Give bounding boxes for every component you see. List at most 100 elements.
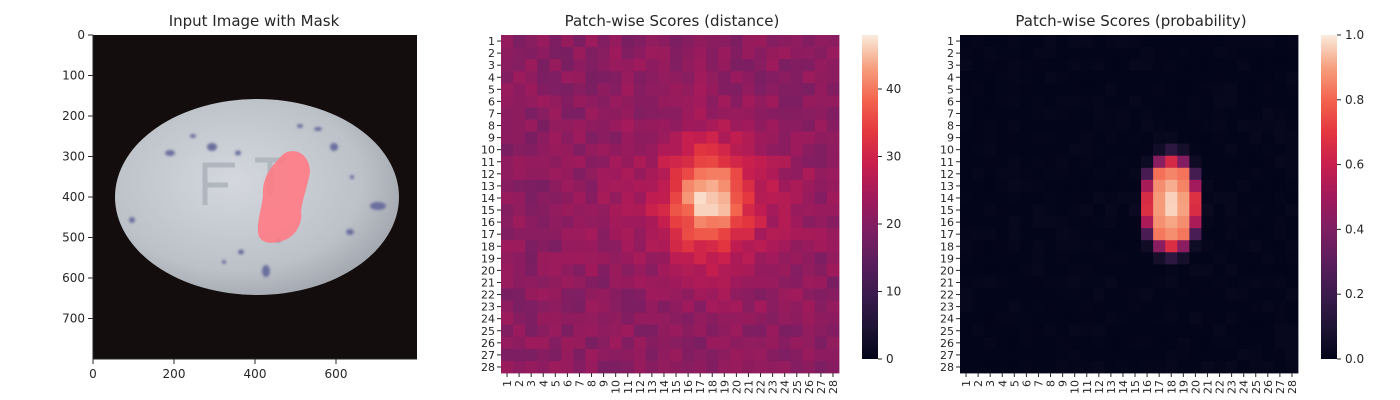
- heatmap-cell: [1056, 204, 1070, 217]
- heatmap-cell: [1273, 167, 1287, 181]
- heatmap-cell: [525, 288, 538, 301]
- heatmap-cell: [730, 360, 743, 374]
- heatmap-cell: [694, 35, 707, 48]
- heatmap-cell: [537, 59, 550, 72]
- heatmap-cell: [682, 300, 695, 314]
- colorbar-tick-label: 30: [886, 150, 901, 164]
- heatmap-cell: [1032, 179, 1045, 193]
- heatmap-cell: [1165, 252, 1178, 265]
- heatmap-cell: [1080, 216, 1094, 229]
- heatmap-cell: [561, 179, 574, 193]
- heatmap-cell: [633, 167, 647, 181]
- heatmap-cell: [501, 348, 514, 362]
- heatmap-cell: [621, 71, 635, 84]
- heatmap-cell: [1189, 276, 1202, 289]
- y-tick-label: 700: [62, 312, 85, 326]
- heatmap-cell: [1044, 107, 1057, 120]
- heatmap-cell: [501, 240, 514, 253]
- heatmap-cell: [790, 155, 804, 169]
- heatmap-cell: [960, 348, 973, 362]
- heatmap-cell: [561, 348, 574, 362]
- heatmap-cell: [766, 131, 780, 145]
- heatmap-cell: [766, 83, 780, 96]
- heatmap-cell: [645, 143, 659, 157]
- heatmap-cell: [1104, 179, 1118, 193]
- heatmap-cell: [597, 252, 611, 265]
- heatmap-cell: [682, 252, 695, 265]
- heatmap-cell: [1261, 71, 1275, 84]
- heatmap-cell: [754, 324, 767, 338]
- heatmap-cell: [1213, 167, 1226, 181]
- heatmap-cell: [1044, 95, 1057, 108]
- heatmap-cell: [706, 336, 719, 350]
- heatmap-cell: [1129, 228, 1142, 241]
- heatmap-cell: [814, 264, 828, 277]
- heatmap-cell: [645, 71, 659, 84]
- heatmap-cell: [790, 204, 804, 217]
- heatmap-cell: [742, 204, 755, 217]
- heatmap-cell: [633, 59, 647, 72]
- heatmap-cell: [754, 131, 767, 145]
- heatmap-cell: [1141, 107, 1154, 120]
- heatmap-cell: [984, 204, 997, 217]
- heatmap-cell: [1165, 264, 1178, 277]
- heatmap-cell: [754, 348, 767, 362]
- heatmap-cell: [573, 240, 586, 253]
- heatmap-cell: [826, 155, 840, 169]
- heatmap-cell: [1092, 143, 1106, 157]
- colorbar-tick-label: 0: [886, 352, 894, 366]
- heatmap-cell: [1056, 336, 1070, 350]
- heatmap-cell: [645, 59, 659, 72]
- heatmap-cell: [1032, 288, 1045, 301]
- heatmap-cell: [996, 95, 1009, 108]
- heatmap-cell: [609, 155, 623, 169]
- heatmap-cell: [1008, 107, 1021, 120]
- heatmap-cell: [1008, 204, 1021, 217]
- heatmap-cell: [585, 71, 598, 84]
- heatmap-cell: [1129, 191, 1142, 205]
- heatmap-cell: [597, 324, 611, 338]
- heatmap-cell: [1141, 360, 1154, 374]
- heatmap-cell: [996, 83, 1009, 96]
- heatmap-cell: [802, 95, 816, 108]
- heatmap-cell: [790, 348, 804, 362]
- x-tick-label: 27: [1274, 380, 1287, 394]
- heatmap-cell: [1201, 47, 1214, 60]
- heatmap-cell: [766, 59, 780, 72]
- heatmap-cell: [972, 47, 985, 60]
- heatmap-cell: [972, 276, 985, 289]
- heatmap-cell: [1116, 312, 1130, 326]
- x-tick-label: 19: [718, 380, 731, 394]
- heatmap-cell: [1068, 288, 1082, 301]
- heatmap-cell: [1201, 119, 1214, 132]
- heatmap-cell: [1237, 131, 1251, 145]
- heatmap-cell: [1141, 216, 1154, 229]
- heatmap-cell: [1237, 240, 1251, 253]
- heatmap-cell: [1177, 240, 1190, 253]
- heatmap-cell: [802, 47, 816, 60]
- heatmap-cell: [766, 312, 780, 326]
- heatmap-cell: [573, 179, 586, 193]
- heatmap-cell: [1249, 95, 1263, 108]
- y-tick-label: 8: [488, 120, 495, 133]
- heatmap-cell: [1044, 216, 1057, 229]
- heatmap-cell: [972, 312, 985, 326]
- y-tick-label: 22: [481, 289, 495, 302]
- heatmap-cell: [682, 191, 695, 205]
- heatmap-cell: [645, 324, 659, 338]
- input-image-panel: Input Image with Mask: [62, 12, 417, 381]
- heatmap-cell: [657, 252, 671, 265]
- heatmap-cell: [585, 167, 598, 181]
- heatmap-cell: [1141, 348, 1154, 362]
- heatmap-cell: [561, 336, 574, 350]
- heatmap-cell: [984, 360, 997, 374]
- heatmap-cell: [1213, 288, 1226, 301]
- heatmap-cell: [670, 360, 683, 374]
- heatmap-cell: [694, 360, 707, 374]
- heatmap-cell: [597, 83, 611, 96]
- heatmap-cell: [706, 107, 719, 120]
- heatmap-cell: [670, 336, 683, 350]
- heatmap-cell: [1068, 179, 1082, 193]
- heatmap-cell: [730, 47, 743, 60]
- heatmap-cell: [730, 95, 743, 108]
